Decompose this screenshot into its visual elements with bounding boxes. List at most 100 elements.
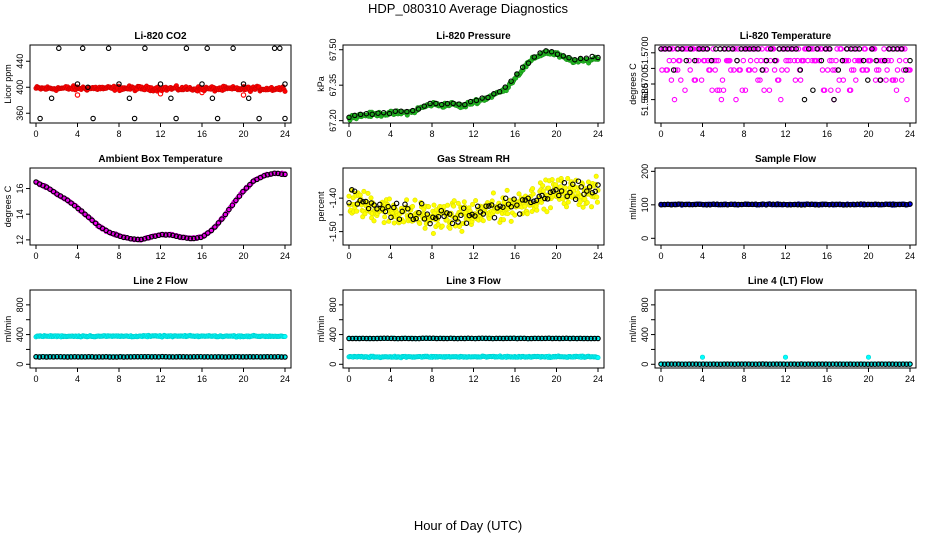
data-point [797,67,804,73]
data-point [865,201,871,208]
data-point [85,84,91,91]
data-point [772,57,778,64]
data-point [64,354,71,360]
x-tick-label: 16 [822,374,832,384]
data-point [511,335,517,342]
y-axis-label: ml/min [628,193,638,220]
data-point [110,354,116,360]
data-point [868,361,875,367]
data-point [199,89,205,96]
data-point [889,361,896,367]
data-point [830,67,836,73]
data-point [777,201,783,208]
data-point [797,77,804,83]
data-point [124,235,130,241]
data-point [131,354,137,360]
data-point [247,354,253,360]
data-point [821,87,828,93]
data-point [752,67,758,73]
data-point [553,335,559,342]
data-point [473,198,479,204]
data-point [550,188,556,194]
data-point [770,361,776,367]
data-point [396,216,403,222]
y-axis-label: Licor ppm [3,64,13,104]
data-point [854,46,860,52]
plot-frame [654,44,917,124]
data-point [447,335,454,342]
x-tick-label: 20 [551,374,561,384]
data-point [577,55,584,62]
data-point [823,201,829,208]
y-tick-label: 0 [15,362,25,367]
data-point [858,201,864,207]
data-point [354,208,360,214]
data-point [497,335,503,342]
data-point [907,361,913,367]
data-point [243,354,250,360]
y-tick-label: 360 [15,106,25,121]
data-point [47,354,53,360]
data-point [50,188,57,195]
data-point [401,219,407,225]
data-point [593,173,599,179]
data-point [686,57,692,64]
data-point [444,100,451,107]
data-point [205,230,211,236]
data-point [813,57,819,64]
data-point [826,201,833,208]
data-point [766,201,773,207]
x-tick-label: 8 [741,374,746,384]
data-point [180,354,187,360]
data-point [145,234,151,241]
data-point [873,67,880,73]
data-point [791,57,798,64]
data-point [845,57,852,64]
data-point [717,201,724,208]
data-point [724,202,731,208]
data-point [461,199,467,205]
data-point [903,361,910,367]
data-point [480,218,486,224]
data-point [454,335,461,342]
data-point [467,98,474,105]
data-point [386,196,392,202]
data-points [33,45,288,122]
data-point [540,188,546,194]
data-point [351,188,358,194]
x-tick-label: 8 [429,129,434,139]
data-point [392,108,399,115]
data-point [561,180,568,186]
x-tick-label: 0 [658,251,663,261]
data-point [798,361,805,367]
data-point [792,77,799,83]
data-point [365,190,371,196]
data-point [824,67,831,73]
x-tick-label: 0 [33,251,38,261]
chart-title: Line 3 Flow [446,276,501,287]
data-point [412,335,419,342]
data-point [705,57,711,64]
data-point [738,201,745,208]
data-point [451,198,457,204]
data-point [92,354,99,360]
y-tick-label: 400 [15,327,25,342]
data-point [672,67,679,73]
data-point [898,46,905,52]
data-point [514,202,520,208]
data-point [865,77,871,83]
data-point [565,176,571,182]
data-point [773,201,780,208]
data-point [564,193,570,200]
data-point [766,361,773,367]
data-point [417,221,423,227]
data-point [570,335,577,342]
data-point [739,87,746,93]
data-point [881,46,887,52]
data-point [365,205,372,212]
data-point [755,77,761,83]
data-point [700,361,706,367]
data-point [560,53,567,59]
data-point [883,77,889,83]
